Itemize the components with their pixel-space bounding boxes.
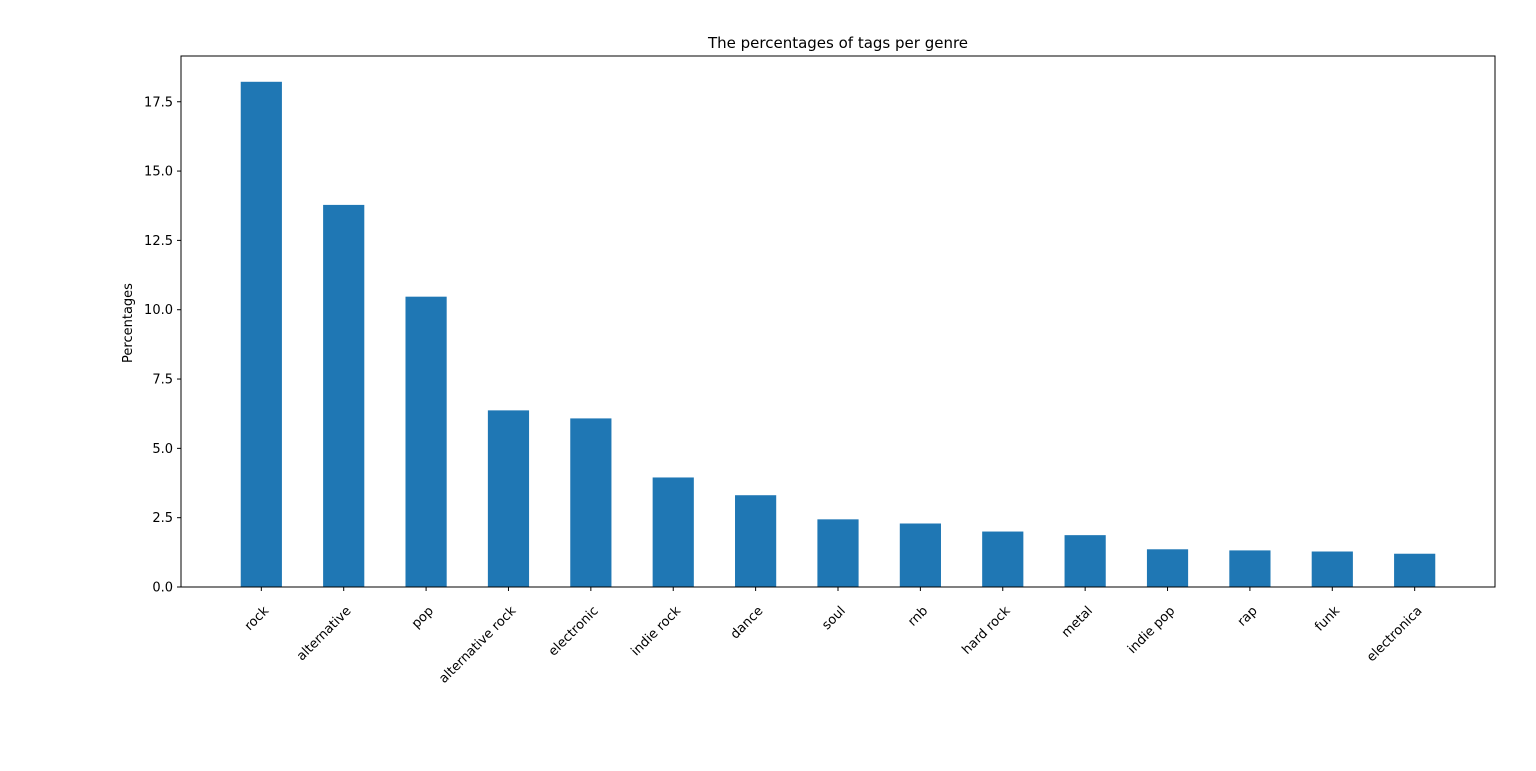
x-tick-label: hard rock bbox=[960, 603, 1014, 657]
y-tick-label: 15.0 bbox=[144, 165, 173, 180]
bar-alternative-rock bbox=[487, 410, 530, 587]
y-tick-label: 17.5 bbox=[144, 95, 173, 110]
bar-pop bbox=[405, 296, 447, 587]
bar-hard-rock bbox=[982, 531, 1024, 587]
bar-indie-pop bbox=[1146, 549, 1189, 587]
bar-rap bbox=[1229, 550, 1271, 587]
y-tick-label: 5.0 bbox=[152, 442, 173, 457]
y-tick-label: 0.0 bbox=[152, 581, 173, 596]
x-tick-label: soul bbox=[819, 604, 848, 633]
y-tick-label: 12.5 bbox=[144, 234, 173, 249]
x-tick-label: alternative rock bbox=[436, 603, 519, 686]
x-tick-label: indie rock bbox=[629, 603, 685, 659]
y-tick-label: 2.5 bbox=[152, 511, 173, 526]
y-axis-label: Percentages bbox=[121, 283, 136, 363]
x-tick-label: alternative bbox=[294, 604, 354, 664]
x-tick-label: pop bbox=[409, 604, 437, 632]
y-axis-ticks: 0.0 2.5 5.0 7.5 10.0 12.5 15.0 17.5 bbox=[144, 95, 181, 596]
bar-dance bbox=[735, 495, 777, 587]
x-tick-label: electronica bbox=[1364, 604, 1425, 665]
bar-electronica bbox=[1394, 553, 1436, 587]
x-tick-label: electronic bbox=[546, 604, 602, 660]
x-tick-label: funk bbox=[1312, 603, 1343, 634]
bars-group bbox=[240, 81, 1436, 587]
x-tick-label: rnb bbox=[905, 604, 931, 630]
x-tick-label: rock bbox=[242, 603, 273, 634]
bar-rnb bbox=[899, 523, 941, 587]
bar-soul bbox=[817, 519, 859, 587]
bar-rock bbox=[240, 81, 282, 587]
plot-area-frame bbox=[180, 55, 1496, 588]
x-axis-ticks: rock alternative pop alternative rock electr… bbox=[242, 587, 1425, 687]
x-tick-label: metal bbox=[1059, 604, 1096, 641]
bar-metal bbox=[1064, 535, 1106, 587]
x-tick-label: rap bbox=[1235, 604, 1261, 630]
chart-title: The percentages of tags per genre bbox=[707, 34, 968, 52]
x-tick-label: indie pop bbox=[1125, 604, 1178, 657]
y-tick-label: 10.0 bbox=[144, 303, 173, 318]
bar-electronic bbox=[570, 418, 612, 587]
bar-funk bbox=[1311, 551, 1353, 587]
x-tick-label: dance bbox=[728, 604, 767, 643]
y-tick-label: 7.5 bbox=[152, 373, 173, 388]
bar-alternative bbox=[323, 204, 365, 587]
bar-indie-rock bbox=[652, 477, 694, 587]
